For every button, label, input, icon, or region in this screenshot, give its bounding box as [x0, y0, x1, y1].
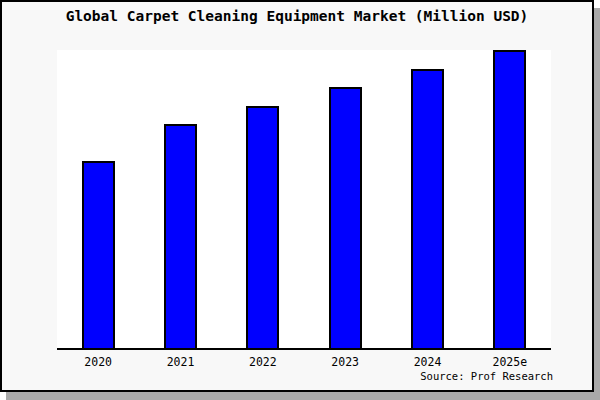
bar-slot-2023 [304, 50, 386, 348]
x-tick-label-2023: 2023 [304, 355, 386, 369]
bar-2023 [329, 87, 362, 348]
bar-slot-2021 [139, 50, 221, 348]
x-axis-labels: 202020212022202320242025e [57, 355, 551, 369]
bar-2020 [82, 161, 115, 348]
x-tick-label-2024: 2024 [386, 355, 468, 369]
source-note: Source: Prof Research [57, 370, 553, 382]
bar-2025e [493, 50, 526, 348]
bar-2024 [411, 69, 444, 348]
x-tick-label-2021: 2021 [139, 355, 221, 369]
bar-slot-2025e [469, 50, 551, 348]
bar-2022 [246, 106, 279, 348]
x-tick-label-2020: 2020 [57, 355, 139, 369]
bar-2021 [164, 124, 197, 348]
x-tick-label-2022: 2022 [222, 355, 304, 369]
x-tick-label-2025e: 2025e [469, 355, 551, 369]
plot-area [57, 50, 551, 350]
bar-slot-2022 [222, 50, 304, 348]
bar-slot-2024 [386, 50, 468, 348]
bar-slot-2020 [57, 50, 139, 348]
chart-container: Global Carpet Cleaning Equipment Market … [0, 0, 594, 392]
chart-title: Global Carpet Cleaning Equipment Market … [2, 8, 592, 24]
